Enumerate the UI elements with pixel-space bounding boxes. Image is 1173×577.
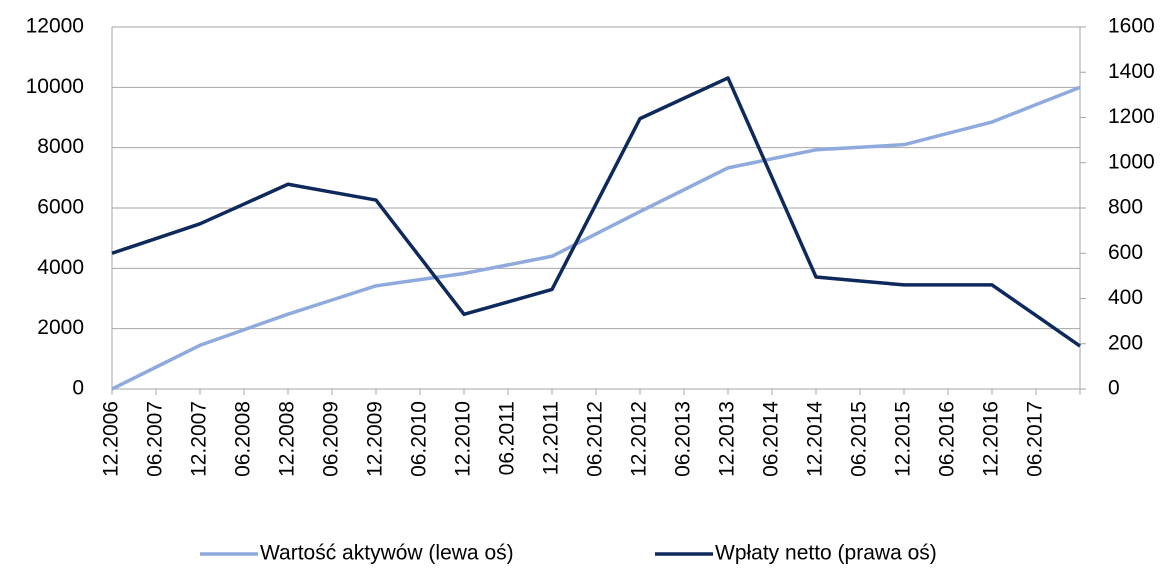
x-tick-label: 06.2007 bbox=[144, 401, 167, 477]
y-tick-label: 4000 bbox=[37, 256, 84, 279]
x-tick-label: 06.2009 bbox=[320, 401, 343, 477]
y-tick-label: 6000 bbox=[37, 196, 84, 219]
x-tick-label: 12.2013 bbox=[716, 401, 739, 477]
x-tick-label: 12.2011 bbox=[540, 401, 563, 475]
x-tick-label: 06.2010 bbox=[408, 401, 431, 477]
x-tick-label: 12.2006 bbox=[100, 401, 123, 477]
series-line bbox=[111, 85, 1081, 391]
x-tick-label: 12.2007 bbox=[188, 401, 211, 477]
x-tick-label: 06.2015 bbox=[848, 401, 871, 477]
y-tick-label: 8000 bbox=[37, 135, 84, 158]
x-tick-label: 06.2012 bbox=[584, 401, 607, 477]
x-tick-label: 06.2008 bbox=[232, 401, 255, 477]
y2-tick-label: 400 bbox=[1108, 286, 1143, 309]
legend-label: Wartość aktywów (lewa oś) bbox=[260, 542, 514, 565]
legend-label: Wpłaty netto (prawa oś) bbox=[715, 542, 937, 565]
x-tick-label: 12.2015 bbox=[892, 401, 915, 477]
y-tick-label: 0 bbox=[72, 377, 84, 400]
y-tick-label: 2000 bbox=[37, 316, 84, 339]
y2-tick-label: 0 bbox=[1108, 377, 1120, 400]
x-tick-label: 06.2016 bbox=[936, 401, 959, 477]
y2-tick-label: 800 bbox=[1108, 196, 1143, 219]
x-tick-label: 06.2013 bbox=[672, 401, 695, 477]
x-tick-label: 12.2014 bbox=[804, 401, 827, 477]
y-tick-label: 12000 bbox=[26, 15, 84, 38]
y2-tick-label: 1400 bbox=[1108, 60, 1155, 83]
x-tick-label: 12.2016 bbox=[980, 401, 1003, 477]
x-tick-label: 12.2012 bbox=[628, 401, 651, 477]
x-tick-label: 12.2010 bbox=[452, 401, 475, 477]
y2-tick-label: 200 bbox=[1108, 331, 1143, 354]
x-tick-label: 12.2009 bbox=[364, 401, 387, 477]
series-line bbox=[111, 76, 1081, 348]
x-tick-label: 06.2014 bbox=[760, 401, 783, 477]
x-tick-label: 06.2011 bbox=[496, 401, 519, 475]
y2-tick-label: 600 bbox=[1108, 241, 1143, 264]
y-tick-label: 10000 bbox=[26, 75, 84, 98]
y2-tick-label: 1600 bbox=[1108, 15, 1155, 38]
x-tick-label: 12.2008 bbox=[276, 401, 299, 477]
y2-tick-label: 1200 bbox=[1108, 105, 1155, 128]
x-tick-label: 06.2017 bbox=[1024, 401, 1047, 477]
y2-tick-label: 1000 bbox=[1108, 150, 1155, 173]
